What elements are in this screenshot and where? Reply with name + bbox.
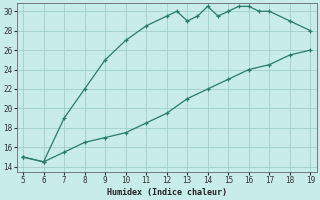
X-axis label: Humidex (Indice chaleur): Humidex (Indice chaleur)	[107, 188, 227, 197]
